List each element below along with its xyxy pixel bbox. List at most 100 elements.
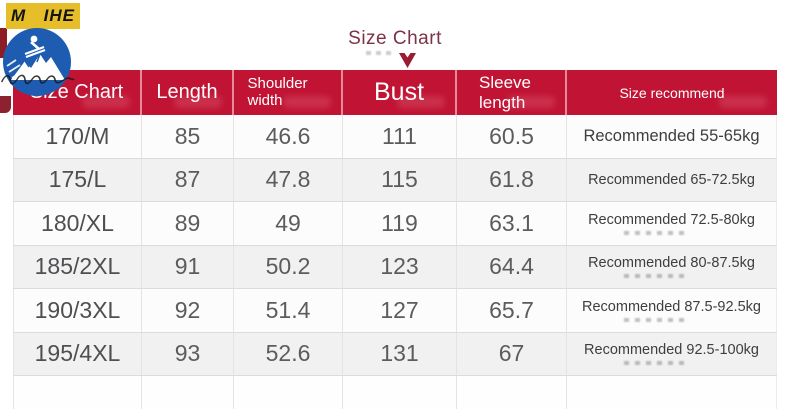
header-label: Size recommend [619,84,725,101]
cell-size: 175/L [13,158,142,201]
watermark-smudge [719,96,767,108]
recommend-value: Recommended 92.5-100kg [584,342,759,359]
cell-bust: 127 [343,289,457,332]
erased-text-artifact [623,317,688,322]
cell-bust: 131 [343,332,457,375]
header-label: Sleeve length [479,73,531,112]
recommend-value: Recommended 87.5-92.5kg [582,298,761,315]
table-row: 180/XL 89 49 119 63.1 Recommended 72.5-8… [13,202,777,246]
cell-sleeve-length: 60.5 [457,115,567,158]
cell-size-recommend: Recommended 80-87.5kg [567,245,777,288]
header-label: Bust [373,78,425,106]
size-chart-table: Size Chart Length Shoulder width Bust Sl… [13,70,777,409]
sleeve-length-value: 60.5 [489,122,534,149]
length-value: 87 [174,166,201,193]
cell-length: 91 [142,245,234,288]
sleeve-length-value: 61.8 [489,166,534,193]
sleeve-length-value: 64.4 [489,253,534,280]
cell-sleeve-length: 61.8 [457,158,567,201]
cell-sleeve-length: 67 [457,332,567,375]
sleeve-length-value: 65.7 [489,296,534,323]
recommend-value: Recommended 72.5-80kg [588,211,755,228]
length-value: 91 [174,253,201,280]
size-value: 195/4XL [34,340,121,367]
sleeve-length-value: 63.1 [489,209,534,236]
cell-sleeve-length: 64.4 [457,245,567,288]
logo-red-ribbon-bottom [0,96,11,113]
header-length: Length [142,70,234,115]
bust-value: 123 [380,253,419,280]
cell-shoulder-width: 46.6 [234,115,343,158]
cell-size: 185/2XL [13,245,142,288]
cell-bust: 111 [343,115,457,158]
bust-value: 127 [380,296,419,323]
bust-value: 131 [380,340,419,367]
brand-logo-plate: M IHE [6,3,80,29]
size-value: 185/2XL [34,253,121,280]
bust-value: 111 [382,122,417,149]
recommend-value: Recommended 65-72.5kg [588,171,755,188]
header-bust: Bust [343,70,457,115]
cell-bust: 123 [343,245,457,288]
length-value: 93 [174,340,201,367]
cell-shoulder-width: 52.6 [234,332,343,375]
watermark-smudge [174,96,222,108]
cell-bust: 119 [343,202,457,245]
cell-shoulder-width: 50.2 [234,245,343,288]
erased-text-artifact [623,230,688,235]
recommend-value: Recommended 55-65kg [583,126,760,145]
cell-size-recommend: Recommended 87.5-92.5kg [567,289,777,332]
erased-text-artifact [366,51,396,55]
cell-sleeve-length: 65.7 [457,289,567,332]
cell-size-recommend: Recommended 72.5-80kg [567,202,777,245]
brand-logo-text-left: M [11,6,27,25]
shoulder-width-value: 50.2 [265,253,311,280]
watermark-smudge [82,96,130,108]
table-row: 195/4XL 93 52.6 131 67 Recommended 92.5-… [13,332,777,376]
cell-length: 85 [142,115,234,158]
header-label: Length [156,81,218,103]
table-row: 185/2XL 91 50.2 123 64.4 Recommended 80-… [13,245,777,289]
watermark-smudge [507,96,555,108]
bust-value: 119 [381,209,418,236]
cell-size-recommend: Recommended 65-72.5kg [567,158,777,201]
erased-text-artifact [623,361,688,366]
header-size-recommend: Size recommend [567,70,777,115]
watermark-smudge [283,96,331,108]
table-row: 170/M 85 46.6 111 60.5 Recommended 55-65… [13,115,777,159]
cell-length: 92 [142,289,234,332]
brand-logo-text-right: IHE [43,6,75,25]
cell-shoulder-width: 49 [234,202,343,245]
cell-size: 190/3XL [13,289,142,332]
size-value: 170/M [45,122,110,149]
table-body: 170/M 85 46.6 111 60.5 Recommended 55-65… [13,115,777,376]
header-label: Shoulder width [247,74,308,109]
cell-shoulder-width: 47.8 [234,158,343,201]
cell-length: 89 [142,202,234,245]
size-value: 175/L [48,166,107,193]
shoulder-width-value: 52.6 [265,340,311,367]
empty-row [13,376,777,409]
length-value: 92 [174,296,201,323]
table-header-row: Size Chart Length Shoulder width Bust Sl… [13,70,777,115]
table-row: 190/3XL 92 51.4 127 65.7 Recommended 87.… [13,289,777,333]
down-arrow-icon [399,53,416,68]
header-shoulder-width: Shoulder width [234,70,343,115]
bust-value: 115 [381,166,418,193]
cell-shoulder-width: 51.4 [234,289,343,332]
table-row: 175/L 87 47.8 115 61.8 Recommended 65-72… [13,158,777,202]
shoulder-width-value: 51.4 [265,296,311,323]
cell-length: 87 [142,158,234,201]
cell-bust: 115 [343,158,457,201]
cell-size-recommend: Recommended 92.5-100kg [567,332,777,375]
shoulder-width-value: 49 [275,209,301,236]
cell-size: 180/XL [13,202,142,245]
recommend-value: Recommended 80-87.5kg [588,255,755,272]
shoulder-width-value: 47.8 [265,166,311,193]
shoulder-width-value: 46.6 [265,122,311,149]
cell-size-recommend: Recommended 55-65kg [567,115,777,158]
cursive-watermark [1,74,75,85]
length-value: 85 [174,122,201,149]
length-value: 89 [174,209,201,236]
